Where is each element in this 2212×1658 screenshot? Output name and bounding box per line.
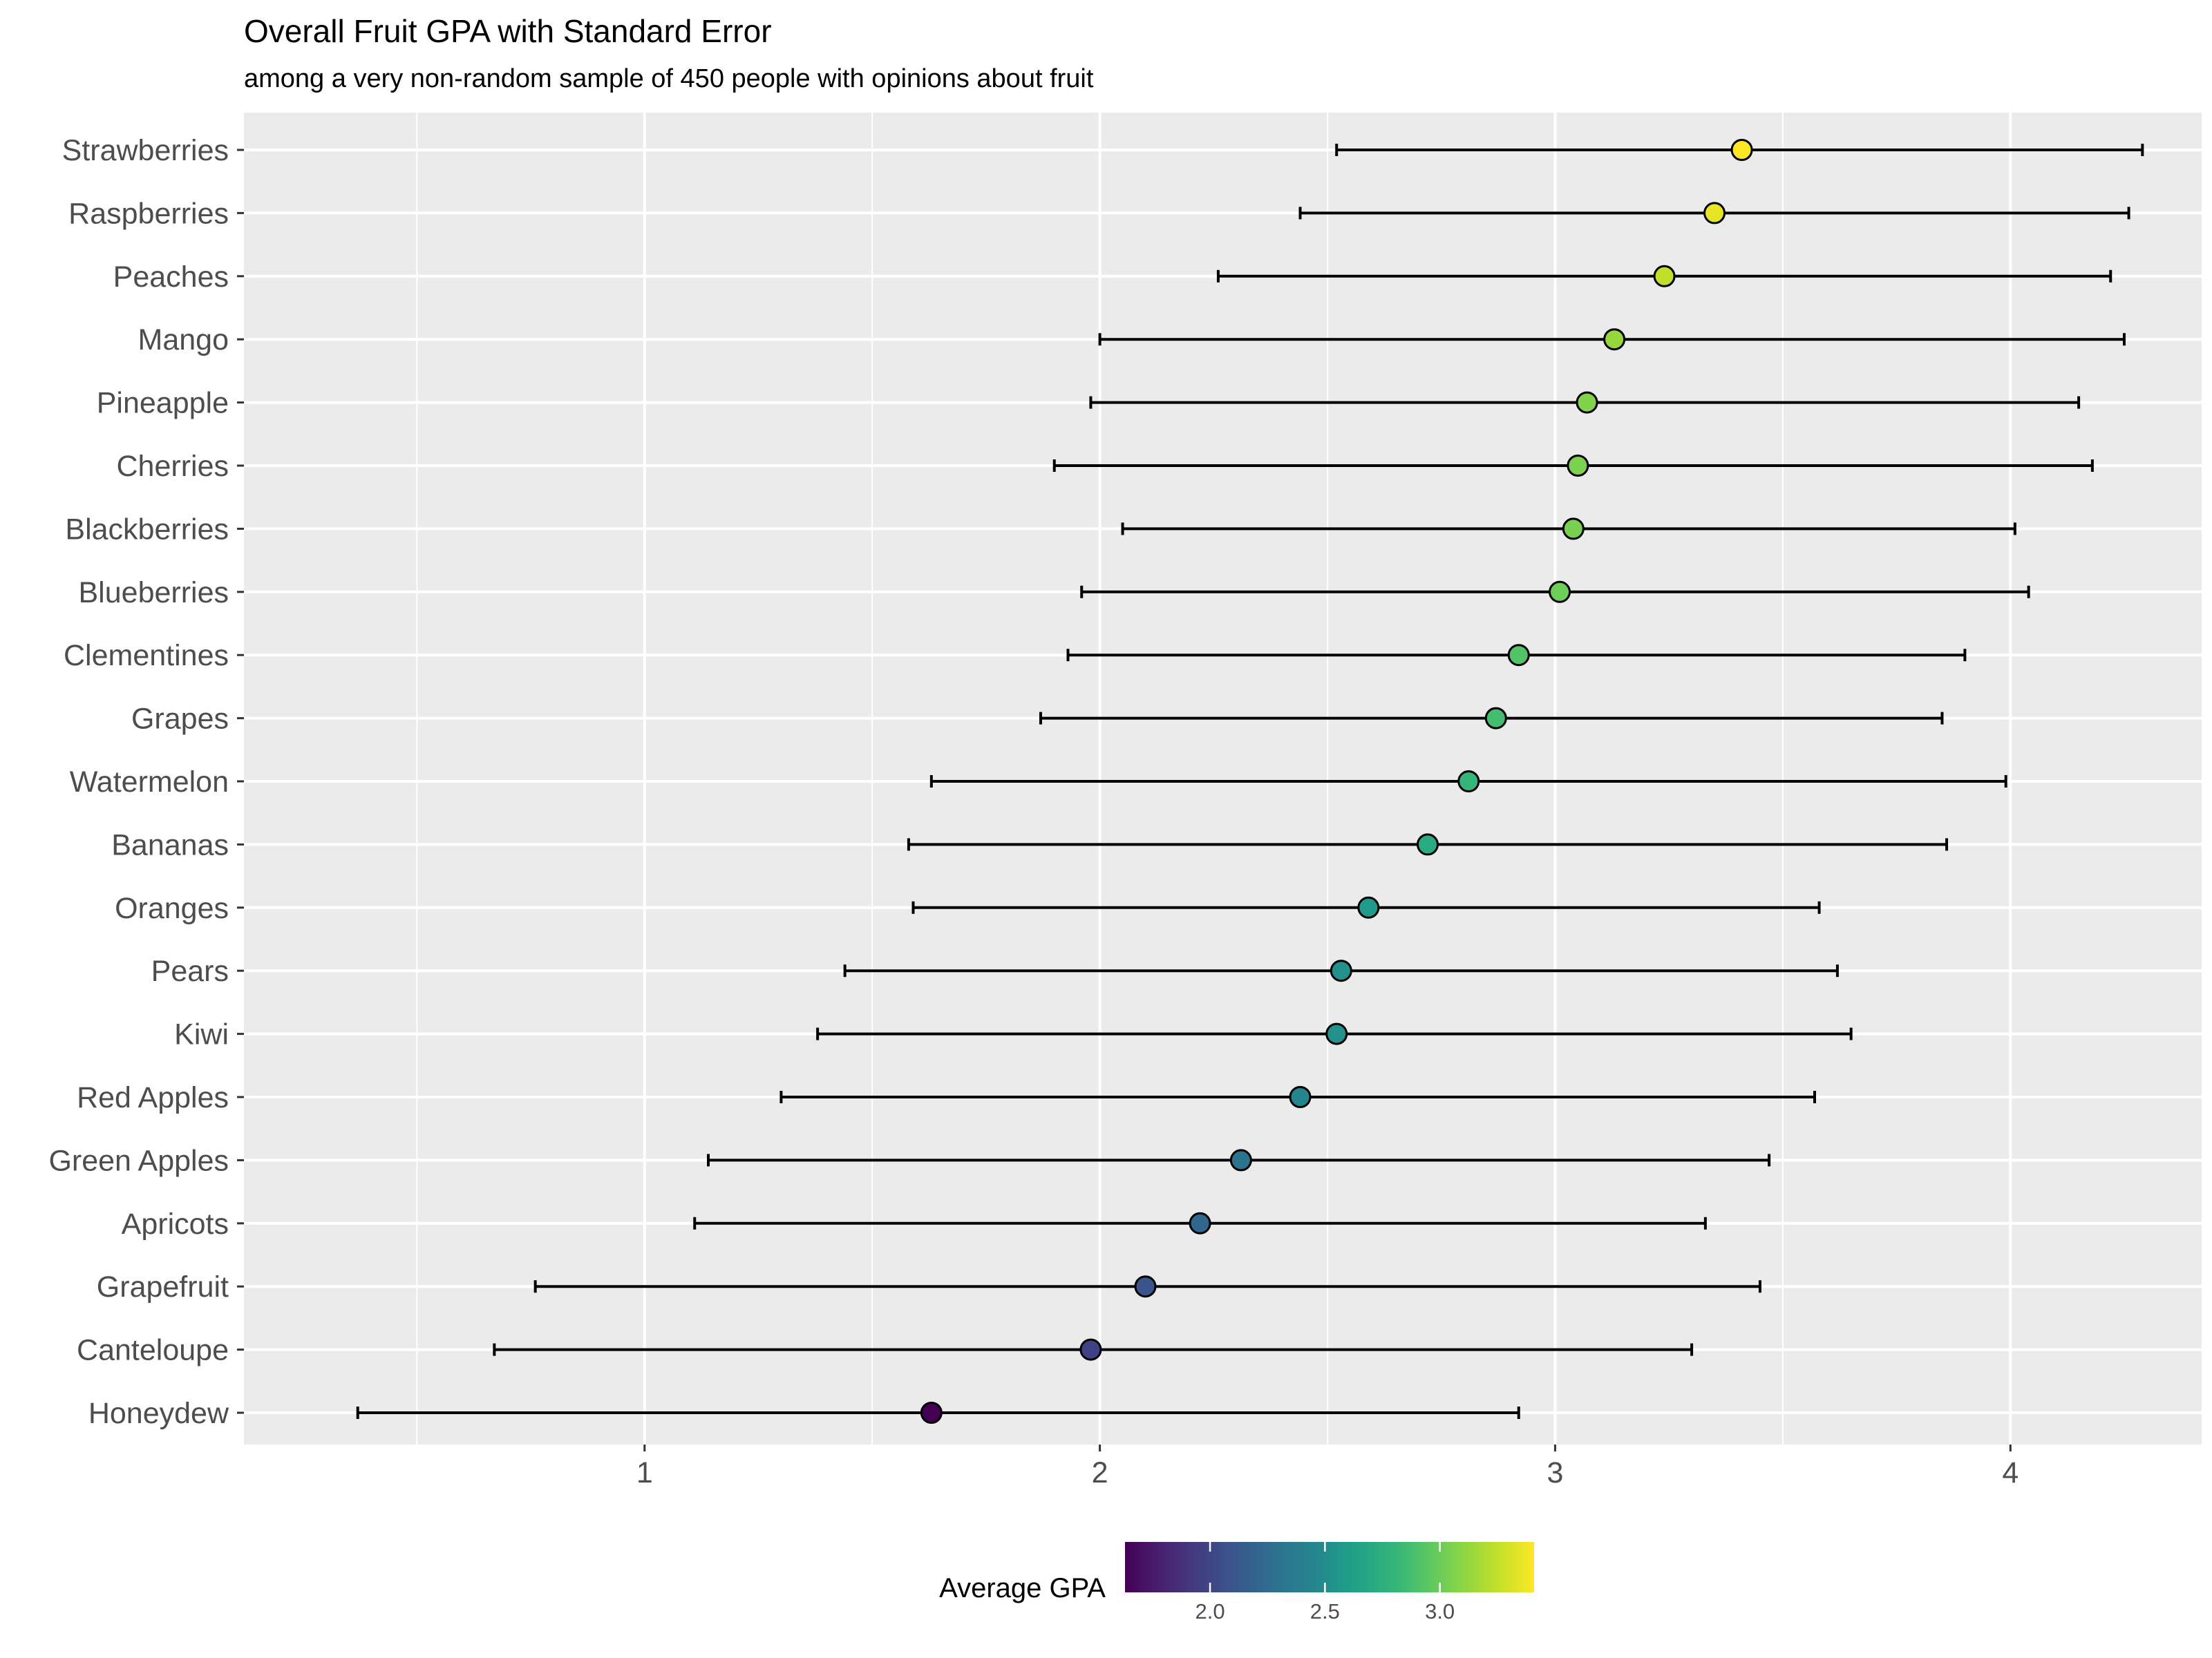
legend-colorbar xyxy=(1125,1542,1534,1592)
data-point xyxy=(1603,328,1626,351)
y-tick-label: Grapes xyxy=(131,703,229,736)
data-point xyxy=(1325,1022,1348,1045)
data-point xyxy=(1330,960,1352,982)
y-tick-label: Grapefruit xyxy=(97,1270,229,1304)
y-tick-label: Bananas xyxy=(111,828,229,861)
y-tick-label: Raspberries xyxy=(68,197,229,230)
y-tick-label: Blueberries xyxy=(79,576,229,609)
y-tick-label: Red Apples xyxy=(77,1081,229,1114)
y-tick-label: Kiwi xyxy=(174,1018,229,1051)
chart-title: Overall Fruit GPA with Standard Error xyxy=(244,13,772,49)
legend: Average GPA 2.0 2.5 3.0 xyxy=(939,1542,1534,1623)
y-tick-label: Green Apples xyxy=(48,1144,229,1177)
x-tick-label: 2 xyxy=(1092,1456,1108,1489)
data-point xyxy=(1703,202,1726,225)
data-point xyxy=(1576,391,1598,414)
data-point xyxy=(1134,1275,1157,1298)
y-tick-label: Watermelon xyxy=(70,765,229,799)
data-point xyxy=(1507,644,1530,667)
y-tick-label: Mango xyxy=(138,323,229,356)
data-point xyxy=(1189,1212,1211,1235)
mark-layer xyxy=(356,139,2144,1424)
y-tick-label: Canteloupe xyxy=(77,1334,229,1367)
legend-ticks: 2.0 2.5 3.0 xyxy=(1195,1542,1455,1623)
data-point xyxy=(1289,1086,1312,1108)
y-tick-label: Apricots xyxy=(122,1208,229,1241)
y-tick-label: Honeydew xyxy=(88,1397,229,1430)
y-tick-label: Oranges xyxy=(115,892,229,925)
y-tick-label: Clementines xyxy=(64,639,229,672)
legend-tick-label: 2.5 xyxy=(1310,1599,1340,1623)
x-tick-label: 4 xyxy=(2002,1456,2019,1489)
y-tick-label: Blackberries xyxy=(65,513,229,546)
data-point xyxy=(1567,455,1589,477)
y-tick-label: Strawberries xyxy=(62,134,229,167)
y-tick-label: Pears xyxy=(151,955,229,988)
data-point xyxy=(1562,517,1585,540)
data-point xyxy=(1653,265,1676,287)
legend-tick-label: 2.0 xyxy=(1195,1599,1225,1623)
x-tick-label: 3 xyxy=(1547,1456,1563,1489)
data-point xyxy=(1079,1338,1102,1361)
data-point xyxy=(1416,833,1439,856)
plot-panel xyxy=(244,113,2202,1445)
chart-subtitle: among a very non-random sample of 450 pe… xyxy=(244,64,1094,93)
data-point xyxy=(920,1402,943,1424)
x-tick-label: 1 xyxy=(636,1456,653,1489)
axis-layer: Strawberries Raspberries Peaches Mango Pinea… xyxy=(48,134,2019,1489)
y-tick-label: Peaches xyxy=(113,260,229,294)
data-point xyxy=(1549,580,1571,603)
data-point xyxy=(1484,707,1507,730)
data-point xyxy=(1730,139,1753,161)
legend-title: Average GPA xyxy=(939,1573,1106,1603)
legend-tick-label: 3.0 xyxy=(1425,1599,1455,1623)
data-point xyxy=(1229,1149,1252,1172)
y-tick-label: Pineapple xyxy=(97,387,229,420)
data-point xyxy=(1457,770,1480,792)
data-point xyxy=(1357,896,1380,919)
y-tick-label: Cherries xyxy=(117,450,229,483)
